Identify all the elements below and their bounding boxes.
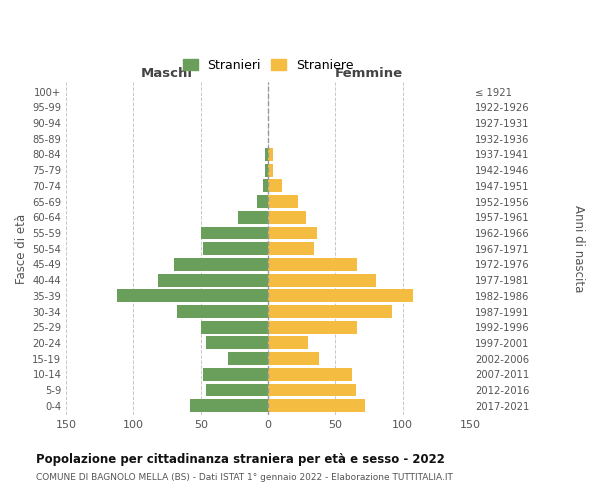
Bar (206, 384, 268, 396)
Bar (268, 305, 392, 318)
Bar (268, 274, 376, 286)
Text: Maschi: Maschi (141, 67, 193, 80)
Bar (268, 195, 298, 208)
Text: COMUNE DI BAGNOLO MELLA (BS) - Dati ISTAT 1° gennaio 2022 - Elaborazione TUTTITA: COMUNE DI BAGNOLO MELLA (BS) - Dati ISTA… (36, 472, 453, 482)
Bar (174, 258, 268, 271)
Bar (268, 148, 274, 161)
Bar (190, 400, 268, 412)
Bar (263, 180, 268, 192)
Bar (268, 180, 281, 192)
Bar (268, 368, 352, 381)
Legend: Stranieri, Straniere: Stranieri, Straniere (179, 55, 358, 76)
Y-axis label: Fasce di età: Fasce di età (15, 214, 28, 284)
Bar (257, 195, 268, 208)
Bar (268, 164, 274, 176)
Bar (238, 211, 268, 224)
Bar (265, 148, 268, 161)
Bar (206, 336, 268, 349)
Text: Popolazione per cittadinanza straniera per età e sesso - 2022: Popolazione per cittadinanza straniera p… (36, 452, 445, 466)
Bar (268, 242, 314, 255)
Bar (201, 226, 268, 239)
Bar (265, 164, 268, 176)
Bar (268, 258, 357, 271)
Bar (203, 242, 268, 255)
Bar (201, 321, 268, 334)
Bar (268, 400, 365, 412)
Bar (268, 290, 413, 302)
Bar (118, 290, 268, 302)
Bar (268, 211, 306, 224)
Y-axis label: Anni di nascita: Anni di nascita (572, 205, 585, 292)
Bar (158, 274, 268, 286)
Bar (268, 336, 308, 349)
Bar (268, 352, 319, 365)
Bar (268, 321, 357, 334)
Bar (268, 226, 317, 239)
Text: Femmine: Femmine (335, 67, 403, 80)
Bar (227, 352, 268, 365)
Bar (268, 384, 356, 396)
Bar (176, 305, 268, 318)
Bar (203, 368, 268, 381)
